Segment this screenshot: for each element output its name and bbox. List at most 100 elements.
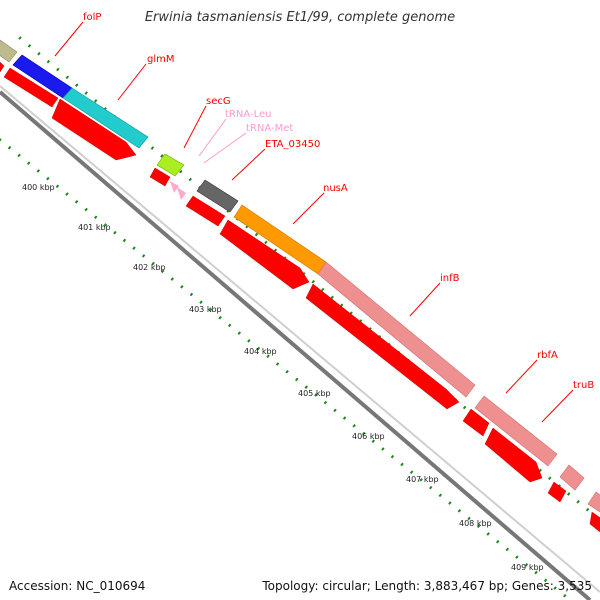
cds-arrow-rbfA[interactable]	[462, 408, 490, 437]
outer-tick	[585, 507, 590, 512]
leader-nusA	[292, 192, 325, 225]
outer-tick	[320, 287, 325, 292]
inner-tick	[486, 532, 490, 536]
inner-tick	[448, 501, 452, 505]
inner-tick	[218, 315, 222, 320]
gene-box-folP[interactable]	[0, 39, 18, 63]
inner-tick	[0, 138, 2, 142]
inner-tick	[161, 269, 165, 274]
inner-tick	[381, 447, 385, 451]
gene-box-secG[interactable]	[156, 153, 185, 177]
trna-met-marker[interactable]	[177, 187, 186, 200]
cds-arrow-extra[interactable]	[547, 481, 567, 503]
leader-glmM	[117, 63, 147, 101]
inner-tick	[496, 539, 500, 544]
cds-arrow-glmM-b[interactable]	[51, 98, 137, 161]
inner-tick	[371, 439, 376, 444]
gene-box-infB[interactable]	[317, 261, 476, 398]
gene-label-nusA[interactable]: nusA	[323, 183, 348, 194]
gene-box-truB[interactable]	[559, 464, 585, 491]
kbp-labels: 400 kbp 401 kbp 402 kbp 403 kbp 404 kbp …	[22, 183, 544, 572]
inner-tick	[151, 261, 155, 266]
trna-leu-marker[interactable]	[170, 181, 179, 193]
inner-tick	[457, 508, 462, 513]
leader-infB	[409, 282, 441, 317]
gene-label-folP[interactable]: folP	[83, 12, 101, 23]
inner-tick	[342, 416, 347, 420]
outer-tick	[462, 405, 467, 410]
inner-tick	[189, 292, 194, 297]
gene-label-ETA_03450[interactable]: ETA_03450	[265, 139, 320, 150]
gene-box-rbfA[interactable]	[474, 395, 558, 467]
inner-tick	[400, 462, 404, 467]
leader-ETA_03450	[231, 148, 266, 181]
label-leaders	[54, 21, 574, 423]
outer-tick	[37, 51, 41, 56]
inner-tick	[199, 300, 203, 305]
cds-arrow-secG[interactable]	[149, 167, 171, 187]
cds-arrow-nusA[interactable]	[219, 219, 310, 290]
gene-box-glmM-cyan[interactable]	[62, 87, 149, 149]
cds-arrow-folP[interactable]	[0, 61, 5, 73]
inner-tick-track	[0, 138, 567, 598]
gene-label-secG[interactable]: secG	[206, 96, 231, 107]
gene-label-tRNA-Met[interactable]: tRNA-Met	[246, 123, 293, 134]
inner-tick	[141, 254, 146, 258]
inner-tick	[285, 369, 289, 374]
inner-tick	[170, 277, 175, 281]
gene-label-tRNA-Leu[interactable]: tRNA-Leu	[225, 109, 271, 120]
cds-arrow-truB[interactable]	[484, 427, 543, 483]
inner-tick	[467, 516, 471, 521]
inner-tick	[429, 485, 433, 490]
inner-tick	[476, 524, 481, 529]
leader-tRNA-Leu	[198, 118, 227, 157]
inner-tick	[553, 586, 557, 590]
cds-arrow-glmM-a[interactable]	[3, 67, 59, 108]
gene-track	[0, 39, 600, 513]
gene-label-rbfA[interactable]: rbfA	[537, 350, 558, 361]
inner-tick	[237, 331, 242, 335]
inner-tick	[208, 308, 213, 312]
topology-text: Topology: circular; Length: 3,883,467 bp…	[262, 579, 592, 593]
inner-tick	[438, 493, 443, 498]
inner-tick	[122, 238, 127, 243]
outer-tick	[330, 295, 334, 300]
outer-tick	[56, 67, 60, 72]
inner-tick	[256, 346, 261, 351]
cds-arrow-infB[interactable]	[305, 283, 460, 410]
outer-tick	[264, 240, 268, 245]
leader-folP	[54, 21, 84, 57]
inner-tick	[275, 362, 280, 366]
accession-text: Accession: NC_010694	[9, 579, 146, 593]
inner-tick	[333, 408, 337, 413]
outer-tick	[160, 154, 164, 158]
organism-name: Erwinia tasmaniensis Et1/99	[144, 10, 329, 25]
gene-box-ETA_03450[interactable]	[196, 179, 239, 213]
inner-tick	[543, 578, 548, 583]
cds-arrow-partial[interactable]	[589, 511, 600, 533]
gene-label-glmM[interactable]: glmM	[147, 54, 175, 65]
outer-tick	[179, 169, 183, 174]
gene-label-infB[interactable]: infB	[440, 273, 460, 284]
cds-arrow-ETA_03450[interactable]	[185, 195, 226, 227]
inner-tick	[409, 470, 414, 474]
outer-tick	[576, 500, 580, 504]
gene-box-partial[interactable]	[587, 491, 600, 513]
title-suffix: , complete genome	[328, 10, 456, 25]
inner-tick	[362, 431, 366, 436]
inner-tick	[266, 354, 270, 359]
gene-labels: folP glmM secG tRNA-Leu tRNA-Met ETA_034…	[83, 12, 594, 391]
outer-tick	[188, 177, 193, 182]
gene-label-truB[interactable]: truB	[573, 380, 594, 391]
inner-tick	[563, 593, 567, 598]
outer-tick	[150, 146, 155, 150]
inner-tick	[505, 547, 510, 552]
outer-tick	[93, 99, 98, 103]
inner-tick	[534, 570, 538, 575]
inner-tick	[46, 176, 50, 181]
inner-tick	[352, 424, 356, 428]
kbp-label-403: 403 kbp	[189, 305, 222, 314]
inner-tick	[323, 400, 328, 405]
inner-tick	[103, 223, 108, 227]
